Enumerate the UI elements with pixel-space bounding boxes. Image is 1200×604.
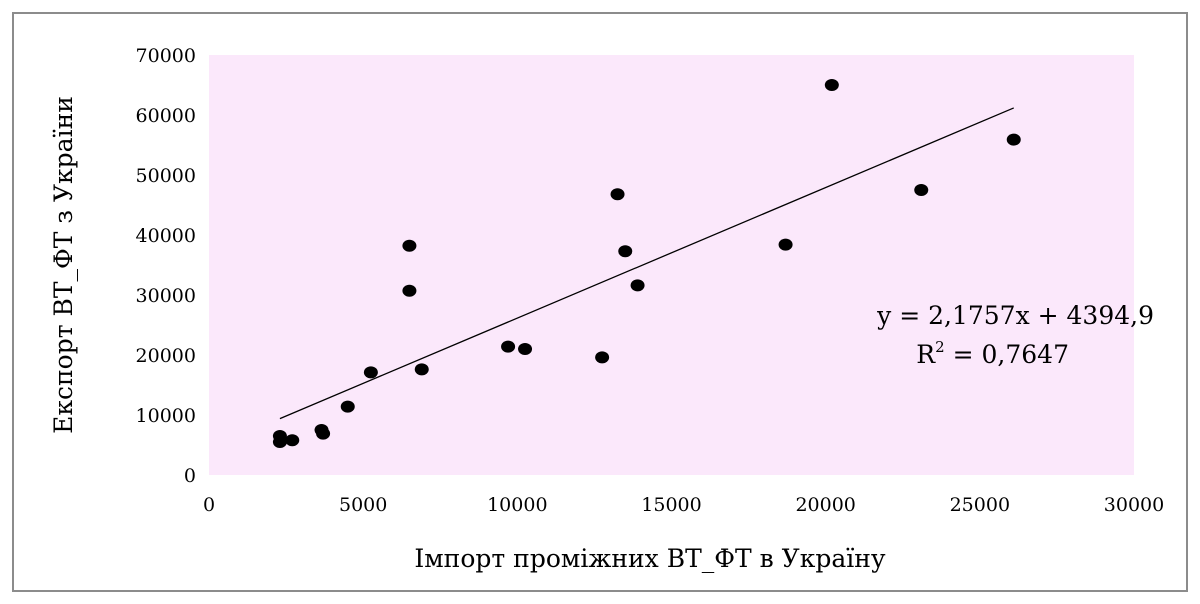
y-tick-label: 50000 xyxy=(136,165,196,187)
x-tick-label: 0 xyxy=(203,494,215,516)
data-point xyxy=(1006,133,1021,146)
trendline xyxy=(279,107,1015,420)
data-point xyxy=(518,343,533,355)
r-squared-prefix: R xyxy=(916,340,936,369)
data-point xyxy=(824,79,839,91)
chart-frame: 0 10000 20000 30000 40000 50000 60000 70000 0 50… xyxy=(12,12,1188,592)
y-tick-label: 20000 xyxy=(136,345,196,367)
x-tick-label: 10000 xyxy=(487,494,547,516)
data-point xyxy=(618,245,633,258)
y-tick-label: 60000 xyxy=(136,105,196,127)
y-tick-label: 70000 xyxy=(136,45,196,67)
x-axis-ticks: 0 5000 10000 15000 20000 25000 30000 xyxy=(203,494,1164,516)
scatter-chart: 0 10000 20000 30000 40000 50000 60000 70000 0 50… xyxy=(49,45,1164,573)
x-tick-label: 25000 xyxy=(950,494,1010,516)
data-points xyxy=(272,79,1021,448)
data-point xyxy=(414,363,429,376)
data-point xyxy=(363,366,378,379)
x-tick-label: 5000 xyxy=(339,494,387,516)
x-tick-label: 20000 xyxy=(795,494,855,516)
y-tick-label: 0 xyxy=(184,465,196,487)
data-point xyxy=(272,436,287,448)
data-point xyxy=(285,434,300,447)
y-axis-title: Експорт ВТ_ФТ з України xyxy=(49,96,78,434)
x-tick-label: 15000 xyxy=(641,494,701,516)
y-tick-label: 30000 xyxy=(136,285,196,307)
plot-area xyxy=(209,55,1134,475)
data-point xyxy=(501,340,516,353)
data-point xyxy=(402,239,417,252)
x-axis-title: Імпорт проміжних ВТ_ФТ в Україну xyxy=(414,544,886,573)
data-point xyxy=(595,351,610,364)
r-squared-value: = 0,7647 xyxy=(945,340,1069,369)
data-point xyxy=(914,184,929,196)
data-point xyxy=(316,427,331,440)
data-point xyxy=(610,188,625,201)
y-tick-label: 40000 xyxy=(136,225,196,247)
data-point xyxy=(778,238,793,251)
data-point xyxy=(340,400,355,413)
x-tick-label: 30000 xyxy=(1104,494,1164,516)
r-squared-superscript: 2 xyxy=(935,338,945,356)
y-axis-ticks: 0 10000 20000 30000 40000 50000 60000 70000 xyxy=(136,45,196,487)
data-point xyxy=(402,284,417,297)
trendline-equation: y = 2,1757x + 4394,9 xyxy=(876,301,1154,330)
r-squared-label: R2 = 0,7647 xyxy=(916,338,1069,369)
data-point xyxy=(630,279,645,292)
y-tick-label: 10000 xyxy=(136,405,196,427)
